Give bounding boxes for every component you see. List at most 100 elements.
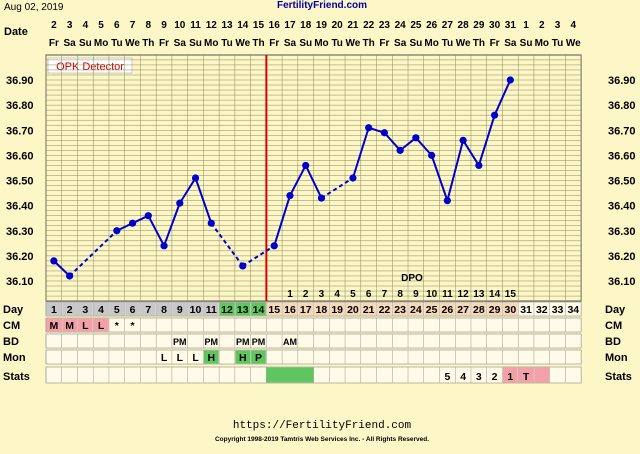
temp-point <box>128 219 137 227</box>
temp-line-segment <box>242 244 275 267</box>
y-tick-label-left: 36.30 <box>6 226 34 238</box>
day-cell: 28 <box>473 304 485 316</box>
temp-point <box>380 129 389 137</box>
weekday-label: Mo <box>204 38 218 49</box>
day-cell-bg <box>46 302 62 316</box>
date-row-label: Date <box>4 26 28 38</box>
row-label-right-day: Day <box>605 304 626 316</box>
temp-line-segment <box>178 177 197 204</box>
weekday-label: Mo <box>535 38 549 49</box>
temp-line-segment <box>351 127 370 179</box>
cm-cell: M <box>65 320 74 332</box>
temp-line-segment <box>304 164 323 199</box>
date-label: 18 <box>300 20 312 31</box>
cm-cell-bg <box>46 318 62 332</box>
temp-line-segment <box>147 215 165 247</box>
day-cell-bg <box>219 302 235 316</box>
dpo-number: 12 <box>458 289 470 300</box>
weekday-label: Th <box>142 38 154 49</box>
temp-point <box>365 124 373 132</box>
stats-cell-bg <box>518 367 534 383</box>
weekday-label: Su <box>409 38 422 49</box>
weekday-label: Th <box>473 38 485 49</box>
date-label: 4 <box>571 20 577 31</box>
day-cell-bg <box>172 302 188 316</box>
temp-point <box>207 219 215 227</box>
day-cell: 2 <box>67 304 73 316</box>
day-cell: 1 <box>51 304 57 316</box>
temp-point <box>239 262 247 270</box>
site-title: FertilityFriend.com <box>277 0 367 11</box>
weekday-label: Sa <box>504 38 517 49</box>
day-cell-bg <box>93 302 109 316</box>
dpo-number: 15 <box>505 289 517 300</box>
day-cell: 6 <box>130 304 136 316</box>
y-tick-label-right: 36.40 <box>608 201 636 213</box>
y-tick-label-left: 36.60 <box>6 150 34 162</box>
date-label: 6 <box>114 20 120 31</box>
day-cell: 31 <box>520 304 532 316</box>
weekday-label: Th <box>363 38 375 49</box>
day-cell: 29 <box>489 304 501 316</box>
row-label-left-bd: BD <box>3 336 19 348</box>
day-cell: 19 <box>331 304 343 316</box>
date-label: 3 <box>555 20 561 31</box>
y-tick-label-right: 36.90 <box>608 75 636 87</box>
temp-point <box>475 161 483 170</box>
day-cell-bg <box>329 302 345 316</box>
day-cell: 33 <box>552 304 564 316</box>
date-label: 30 <box>489 20 501 31</box>
temp-line-segment <box>477 114 496 166</box>
date-label: 13 <box>221 20 233 31</box>
day-cell: 27 <box>457 304 469 316</box>
weekday-label: We <box>235 38 250 49</box>
weekday-label: Th <box>252 38 264 49</box>
date-label: 10 <box>174 20 186 31</box>
weekday-label: We <box>125 38 140 49</box>
date-label: 31 <box>505 20 517 31</box>
bd-cell: AM <box>283 337 297 347</box>
temp-line-segment <box>446 140 465 201</box>
stats-cell: 1 <box>507 371 513 383</box>
temp-point <box>459 136 467 144</box>
date-label: 17 <box>284 20 296 31</box>
row-label-right-cm: CM <box>605 320 622 332</box>
y-tick-label-right: 36.20 <box>608 251 636 263</box>
day-cell-bg <box>471 302 487 316</box>
row-label-left-stats: Stats <box>3 371 30 383</box>
date-label: 22 <box>363 20 375 31</box>
day-cell: 12 <box>221 304 233 316</box>
stats-cell-bg <box>502 367 518 383</box>
dpo-number: 9 <box>413 289 419 300</box>
cm-cell-bg <box>93 318 109 332</box>
day-cell: 10 <box>190 304 202 316</box>
temp-line-segment <box>163 202 181 247</box>
dpo-number: 6 <box>366 289 372 300</box>
temp-line-segment <box>383 132 401 152</box>
temp-point <box>160 242 168 250</box>
y-tick-label-left: 36.80 <box>6 100 34 112</box>
temp-line-segment <box>430 155 449 201</box>
weekday-label: Mo <box>424 38 438 49</box>
date-label: 3 <box>67 20 73 31</box>
dpo-number: 3 <box>319 289 325 300</box>
dpo-number: 4 <box>334 289 340 300</box>
day-cell-bg <box>156 302 172 316</box>
mon-cell: P <box>255 352 262 364</box>
date-label: 16 <box>269 20 281 31</box>
day-cell-bg <box>266 302 282 316</box>
mon-cell-bg <box>203 350 219 364</box>
date-label: 27 <box>442 20 454 31</box>
weekday-label: We <box>566 38 581 49</box>
day-cell: 25 <box>426 304 438 316</box>
cm-cell: L <box>98 320 105 332</box>
day-cell-bg <box>440 302 455 316</box>
temp-point <box>443 197 451 205</box>
y-tick-label-right: 36.70 <box>608 125 636 137</box>
day-cell-bg <box>487 302 502 316</box>
stats-green-band <box>266 367 314 383</box>
temp-point <box>428 151 436 159</box>
weekday-label: Su <box>299 38 312 49</box>
opk-detector-box <box>47 57 133 74</box>
